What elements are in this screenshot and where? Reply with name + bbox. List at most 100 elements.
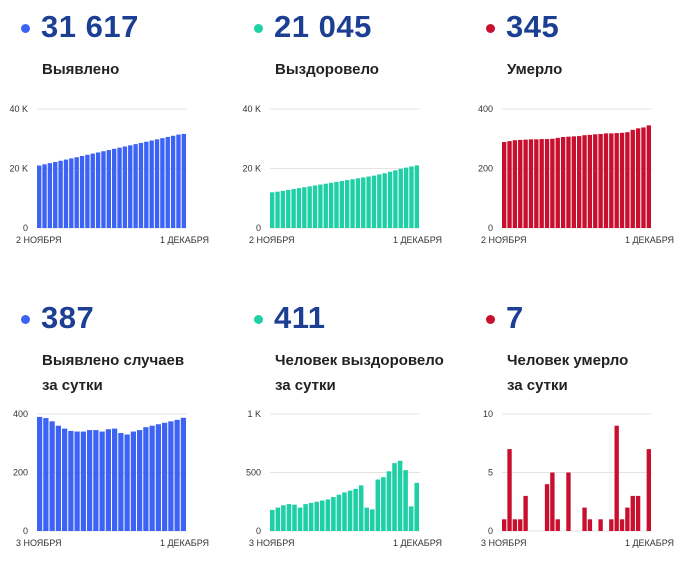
y-tick-label: 20 K [242,164,261,174]
x-end-label: 1 ДЕКАБРЯ [625,538,674,548]
bar [74,157,79,228]
bar [325,499,331,531]
x-end-label: 1 ДЕКАБРЯ [160,538,209,548]
y-tick-label: 40 K [242,104,261,114]
bar [149,425,155,531]
stat-label-line2: за сутки [507,377,568,394]
bar [528,139,534,228]
bar [625,132,630,228]
bar [512,519,518,531]
y-tick-label: 20 K [9,164,28,174]
bar [42,164,47,228]
bar [297,507,303,531]
bar [281,505,286,531]
bar [168,421,174,531]
bar [598,519,603,531]
x-end-label: 1 ДЕКАБРЯ [393,235,442,245]
bar [646,449,651,531]
bar [582,135,587,228]
bar [106,150,111,228]
stat-value: 7 [506,300,524,335]
x-start-label: 3 НОЯБРЯ [249,538,295,548]
bar [328,182,334,228]
bar [122,146,128,228]
panel-deaths-daily: 7 Человек умерло за сутки 10 5 0 3 НОЯБРЯ 1 ДЕК… [465,291,690,571]
y-tick-label: 0 [23,223,28,233]
bar [550,472,555,531]
bar [375,479,381,531]
x-end-label: 1 ДЕКАБРЯ [160,235,209,245]
y-tick-label: 400 [478,104,493,114]
bar [614,425,619,531]
bar [303,504,308,531]
bullet-dot-icon [21,24,30,33]
bar [414,165,419,228]
bar [99,431,105,531]
bar [69,158,74,228]
bar [609,519,614,531]
bar [353,488,358,531]
bar [181,133,186,228]
y-tick-label: 40 K [9,104,28,114]
bar-chart-recovered-daily: 1 K 500 0 3 НОЯБРЯ 1 ДЕКАБРЯ [246,409,442,548]
bar [154,139,160,228]
y-tick-label: 0 [488,526,493,536]
bar [560,136,566,228]
bar [347,490,353,531]
stat-label: Человек выздоровело [275,352,444,369]
bar [603,133,609,228]
y-tick-label: 400 [13,409,28,419]
bar [105,429,111,531]
bar [318,184,323,228]
bar [566,136,571,228]
bar [619,519,625,531]
bar [53,161,58,228]
x-end-label: 1 ДЕКАБРЯ [393,538,442,548]
bar [112,428,118,532]
bar [336,494,342,531]
bullet-dot-icon [254,24,263,33]
bar [162,422,168,531]
stat-label: Выявлено случаев [42,352,185,369]
bar [292,504,297,531]
bar [320,500,325,531]
bar [47,163,53,228]
bar-chart-deaths: 400 200 0 2 НОЯБРЯ 1 ДЕКАБРЯ [478,104,674,245]
bar [614,133,619,228]
bar [625,507,630,531]
bar [555,137,560,228]
bar [270,509,275,531]
stat-label: Выздоровело [275,61,379,78]
bar [155,424,161,531]
bar [291,189,296,228]
bar [85,154,90,228]
bar [133,144,138,228]
bar [144,141,149,228]
bar [534,139,539,228]
bar [393,170,398,228]
bar [386,471,392,531]
bullet-dot-icon [21,315,30,324]
bar [582,507,587,531]
bar [619,132,625,228]
bar [364,507,369,531]
bar [43,418,49,531]
bar [342,492,347,531]
bar [118,433,124,531]
x-start-label: 2 НОЯБРЯ [249,235,295,245]
bar [350,179,355,228]
bar [339,181,344,228]
bar [518,519,523,531]
bar [571,136,576,228]
bullet-dot-icon [486,24,495,33]
bullet-dot-icon [486,315,495,324]
x-start-label: 3 НОЯБРЯ [481,538,527,548]
bar [371,175,377,228]
bar [95,152,101,228]
bar [312,185,318,228]
x-start-label: 2 НОЯБРЯ [481,235,527,245]
bar [518,139,523,228]
stat-value: 345 [506,9,560,44]
stat-value: 411 [274,300,326,335]
bar-chart-detected-daily: 400 200 0 3 НОЯБРЯ 1 ДЕКАБРЯ [13,409,209,548]
